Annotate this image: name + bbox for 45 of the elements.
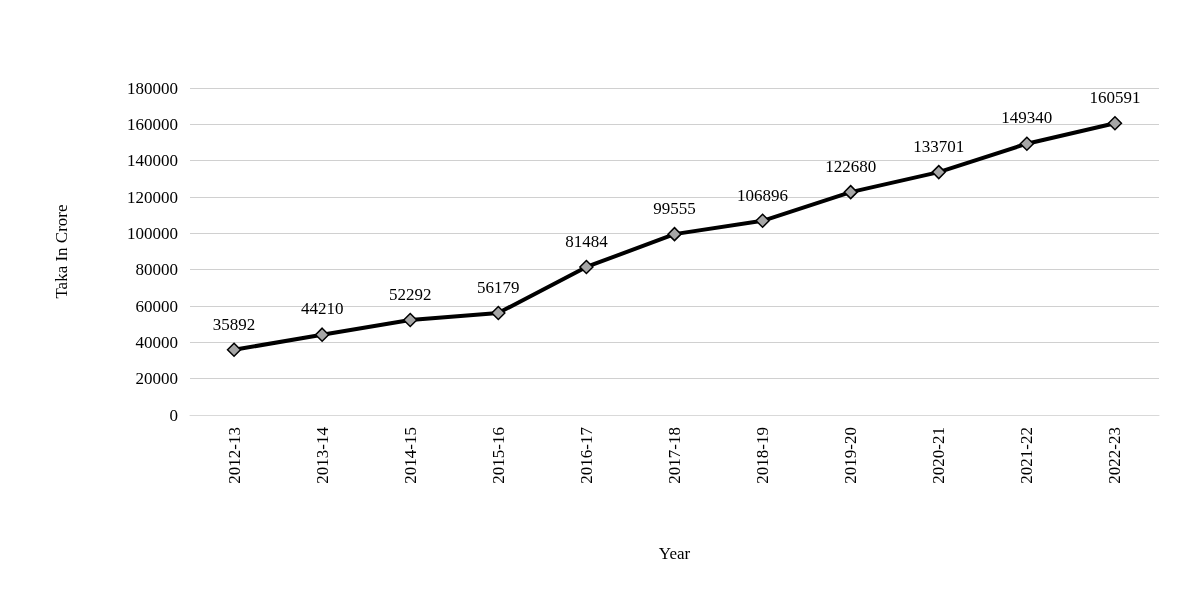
y-tick-label: 120000 [127, 187, 178, 207]
x-tick-label: 2017-18 [665, 427, 684, 484]
y-tick-label: 40000 [135, 332, 178, 352]
point [843, 184, 858, 200]
point [931, 164, 947, 180]
x-tick-label: 2015-16 [488, 427, 508, 484]
data-label: 56179 [477, 277, 520, 297]
point [314, 327, 330, 342]
y-tick-label: 160000 [127, 114, 178, 134]
data-label: 99555 [653, 198, 696, 218]
x-tick-label: 2013-14 [312, 426, 332, 484]
y-tick-label: 100000 [127, 223, 178, 243]
y-tick-label: 60000 [135, 296, 178, 316]
point [579, 259, 594, 275]
data-label: 160591 [1089, 88, 1141, 108]
point [402, 312, 418, 328]
x-tick-label: 2020-21 [929, 427, 949, 484]
point [491, 305, 506, 321]
x-tick-label: 2019-20 [841, 427, 861, 484]
point [1107, 116, 1123, 131]
point [1019, 136, 1035, 151]
x-axis-title: Year [658, 544, 691, 563]
x-tick-label: 2021-22 [1017, 427, 1037, 484]
data-label: 81484 [565, 231, 609, 251]
data-label: 106896 [737, 185, 789, 205]
y-tick-label: 0 [169, 405, 178, 425]
point [226, 342, 242, 358]
data-label: 35892 [212, 314, 256, 334]
data-label: 133701 [913, 136, 965, 156]
y-tick-label: 20000 [135, 369, 178, 389]
x-tick-label: 2018-19 [753, 427, 773, 484]
x-tick-label: 2016-17 [576, 426, 596, 484]
x-tick-label: 2012-13 [224, 427, 244, 484]
data-label: 44210 [300, 299, 344, 319]
y-tick-label: 180000 [127, 78, 178, 98]
y-tick-label: 80000 [135, 260, 178, 280]
point [755, 213, 770, 229]
data-label: 122680 [825, 156, 877, 176]
point [667, 226, 682, 242]
x-tick-label: 2022-23 [1105, 427, 1125, 484]
y-tick-label: 140000 [127, 151, 178, 171]
data-label: 149340 [1001, 108, 1053, 128]
data-label: 52292 [388, 284, 432, 304]
x-tick-label: 2014-15 [400, 427, 420, 484]
y-axis-title: Taka In Crore [52, 204, 71, 299]
